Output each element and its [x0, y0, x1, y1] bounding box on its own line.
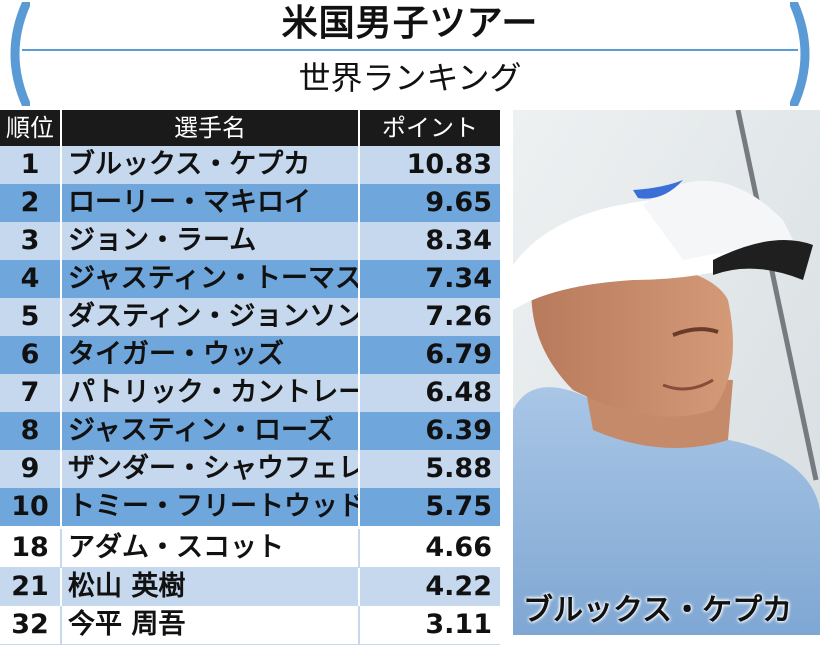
- table-row: 4 ジャスティン・トーマス 7.34: [0, 260, 500, 298]
- rank-cell: 1: [0, 146, 62, 184]
- points-cell: 4.22: [425, 571, 492, 602]
- photo-caption: ブルックス・ケプカ: [523, 593, 793, 628]
- points-cell: 6.79: [425, 339, 492, 370]
- table-body: 1 ブルックス・ケプカ 10.83 2 ローリー・マキロイ 9.65 3 ジョン・ラーム 8.3…: [0, 146, 500, 645]
- left-bracket-icon: [10, 2, 30, 106]
- rank-cell: 5: [0, 298, 62, 336]
- player-name-cell: 松山 英樹: [62, 568, 360, 606]
- rank-cell: 3: [0, 222, 62, 260]
- golfer-photo: [513, 110, 820, 635]
- points-cell: 5.88: [425, 453, 492, 484]
- rank-cell: 2: [0, 184, 62, 222]
- column-header-rank: 順位: [0, 110, 62, 146]
- player-name-cell: ジャスティン・ローズ: [62, 412, 360, 450]
- points-cell: 8.34: [425, 225, 492, 256]
- rank-cell: 32: [0, 606, 62, 644]
- points-cell: 7.26: [425, 301, 492, 332]
- player-name-cell: 今平 周吾: [62, 606, 360, 644]
- right-bracket-icon: [790, 2, 810, 106]
- column-header-name: 選手名: [62, 110, 360, 146]
- page-subtitle: 世界ランキング: [298, 59, 522, 97]
- points-cell: 4.66: [425, 532, 492, 563]
- points-cell: 3.11: [425, 609, 492, 640]
- golfer-photo-icon: [513, 110, 820, 635]
- player-name-cell: トミー・フリートウッド: [62, 488, 360, 526]
- points-cell: 6.48: [425, 377, 492, 408]
- table-row: 9 ザンダー・シャウフェレ 5.88: [0, 450, 500, 488]
- rank-cell: 9: [0, 450, 62, 488]
- table-row: 32 今平 周吾 3.11: [0, 606, 500, 645]
- table-row: 18 アダム・スコット 4.66: [0, 529, 500, 568]
- player-name-cell: ジャスティン・トーマス: [62, 260, 360, 298]
- points-cell: 9.65: [425, 187, 492, 218]
- table-row: 7 パトリック・カントレー 6.48: [0, 374, 500, 412]
- table-header: 順位 選手名 ポイント: [0, 110, 500, 146]
- player-name-cell: ザンダー・シャウフェレ: [62, 450, 360, 488]
- column-header-points: ポイント: [382, 114, 478, 142]
- points-cell: 6.39: [425, 415, 492, 446]
- table-row: 8 ジャスティン・ローズ 6.39: [0, 412, 500, 450]
- player-name-cell: ブルックス・ケプカ: [62, 146, 360, 184]
- table-row: 2 ローリー・マキロイ 9.65: [0, 184, 500, 222]
- page-header: 米国男子ツアー 世界ランキング: [0, 0, 820, 108]
- points-cell: 7.34: [425, 263, 492, 294]
- table-row: 21 松山 英樹 4.22: [0, 568, 500, 606]
- table-row: 3 ジョン・ラーム 8.34: [0, 222, 500, 260]
- page-title: 米国男子ツアー: [0, 3, 820, 44]
- rank-cell: 8: [0, 412, 62, 450]
- rank-cell: 4: [0, 260, 62, 298]
- header-divider: [22, 49, 798, 51]
- player-name-cell: タイガー・ウッズ: [62, 336, 360, 374]
- player-name-cell: アダム・スコット: [62, 529, 360, 567]
- player-name-cell: ダスティン・ジョンソン: [62, 298, 360, 336]
- table-row: 10 トミー・フリートウッド 5.75: [0, 488, 500, 526]
- ranking-table: 順位 選手名 ポイント 1 ブルックス・ケプカ 10.83 2 ローリー・マキロイ 9.6…: [0, 110, 500, 645]
- player-name-cell: ジョン・ラーム: [62, 222, 360, 260]
- table-separator: [0, 526, 500, 529]
- points-cell: 5.75: [425, 491, 492, 522]
- table-row: 6 タイガー・ウッズ 6.79: [0, 336, 500, 374]
- player-name-cell: パトリック・カントレー: [62, 374, 360, 412]
- rank-cell: 21: [0, 568, 62, 606]
- rank-cell: 10: [0, 488, 62, 526]
- player-name-cell: ローリー・マキロイ: [62, 184, 360, 222]
- table-row: 1 ブルックス・ケプカ 10.83: [0, 146, 500, 184]
- rank-cell: 6: [0, 336, 62, 374]
- points-cell: 10.83: [406, 149, 492, 180]
- table-row: 5 ダスティン・ジョンソン 7.26: [0, 298, 500, 336]
- rank-cell: 7: [0, 374, 62, 412]
- rank-cell: 18: [0, 529, 62, 567]
